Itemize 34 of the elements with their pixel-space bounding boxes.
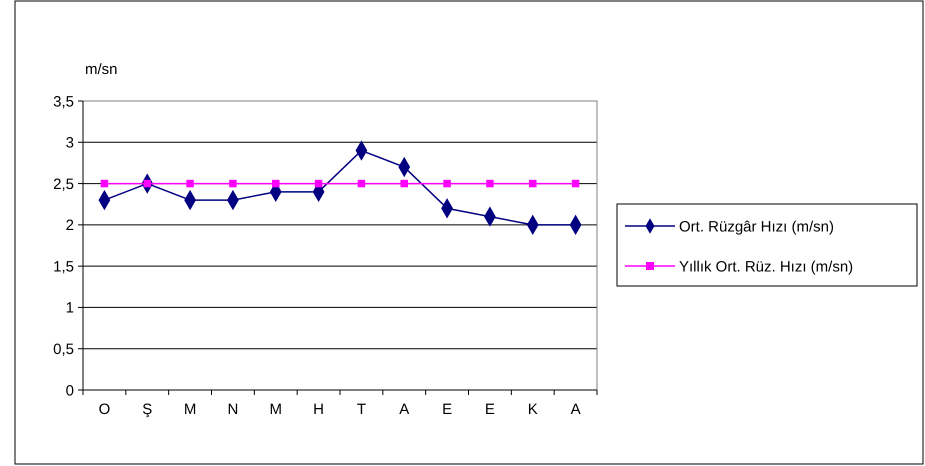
y-tick-label: 1 — [66, 300, 74, 317]
point — [314, 180, 322, 188]
x-tick-label: K — [528, 401, 538, 418]
y-tick-label: 0,5 — [53, 340, 74, 358]
point — [443, 180, 451, 188]
point — [572, 180, 580, 188]
x-tick-label: T — [356, 401, 366, 418]
point — [529, 180, 536, 188]
x-tick-label: M — [270, 401, 282, 418]
point — [486, 180, 494, 188]
point — [272, 180, 280, 188]
x-tick-label: A — [570, 401, 581, 418]
x-tick-label: E — [484, 401, 495, 418]
y-tick-label: 1,5 — [53, 258, 74, 276]
y-tick-label: 2,5 — [53, 176, 74, 193]
x-tick-label: Ş — [142, 401, 152, 418]
legend-label: Yıllık Ort. Rüz. Hızı (m/sn) — [679, 258, 854, 276]
x-tick-label: M — [184, 401, 196, 418]
y-tick-label: 0 — [66, 382, 74, 400]
x-tick-label: E — [442, 401, 452, 418]
x-tick-label: H — [313, 401, 324, 418]
point — [100, 180, 108, 188]
point — [400, 180, 408, 188]
y-tick-label: 3 — [66, 134, 74, 152]
x-tick-label: O — [98, 401, 110, 418]
y-tick-label: 2 — [66, 217, 74, 234]
y-axis-title: m/sn — [85, 61, 118, 78]
y-tick-label: 3,5 — [53, 93, 74, 110]
x-tick-label: A — [399, 401, 410, 418]
legend-label: Ort. Rüzgâr Hızı (m/sn) — [679, 218, 834, 236]
point — [358, 180, 366, 188]
point — [186, 180, 194, 188]
point — [229, 180, 237, 188]
x-tick-label: N — [227, 401, 238, 418]
